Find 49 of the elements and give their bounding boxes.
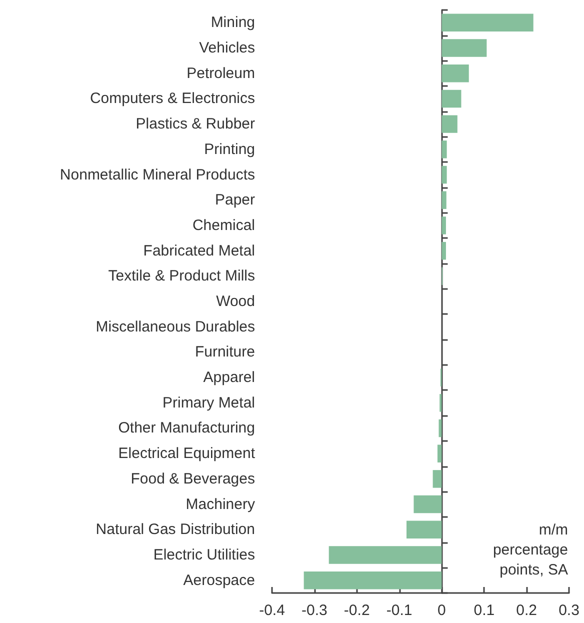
y-tick-label: Nonmetallic Mineral Products: [60, 166, 255, 184]
bar: [442, 115, 458, 133]
bar: [442, 216, 446, 234]
y-tick-label: Aerospace: [183, 572, 255, 589]
y-tick-label: Printing: [204, 140, 255, 158]
bar: [442, 191, 446, 209]
x-tick-label: -0.4: [259, 602, 285, 619]
bar: [442, 242, 446, 260]
y-tick-label: Electrical Equipment: [118, 445, 256, 462]
bar: [442, 90, 462, 108]
y-tick-label: Plastics & Rubber: [136, 116, 255, 133]
y-tick-label: Apparel: [203, 369, 255, 386]
bar: [304, 571, 442, 590]
y-tick-label: Machinery: [186, 496, 256, 513]
annotation: m/m percentage points, SA: [492, 522, 568, 578]
x-tick-label: 0: [438, 602, 446, 619]
y-tick-label: Paper: [214, 192, 255, 209]
y-tick-label: Primary Metal: [162, 394, 255, 412]
x-tick-label: 0.1: [474, 602, 495, 619]
y-tick-label: Computers & Electronics: [90, 90, 255, 108]
x-tick-label: -0.2: [344, 602, 370, 619]
y-tick-label: Textile & Product Mills: [108, 268, 255, 285]
y-tick-label: Other Manufacturing: [118, 420, 255, 437]
y-tick-label: Miscellaneous Durables: [96, 318, 255, 336]
bar: [437, 444, 442, 462]
bar: [414, 495, 442, 514]
x-tick-label: 0.3: [558, 602, 580, 619]
y-tick-label: Food & Beverages: [130, 470, 255, 488]
y-tick-label: Fabricated Metal: [143, 242, 255, 260]
y-tick-label: Natural Gas Distribution: [96, 521, 255, 538]
x-tick-label: 0.2: [516, 602, 537, 619]
x-tick-label: -0.1: [386, 602, 412, 619]
bar: [438, 419, 442, 438]
y-tick-label: Furniture: [194, 344, 255, 361]
y-tick-label: Mining: [210, 14, 255, 32]
y-tick-label: Wood: [216, 293, 255, 310]
y-tick-label: Vehicles: [199, 40, 255, 57]
x-tick-label: -0.3: [302, 602, 328, 619]
bar: [442, 140, 447, 158]
bar: [442, 64, 469, 82]
bar: [442, 14, 534, 32]
bar: [328, 546, 442, 564]
y-tick-label: Chemical: [192, 216, 255, 234]
bar: [442, 166, 447, 184]
bar: [406, 520, 442, 538]
y-tick-label: Electric Utilities: [153, 546, 255, 564]
bar: [432, 470, 442, 488]
bar: [442, 39, 487, 57]
y-tick-label: Petroleum: [186, 64, 255, 82]
